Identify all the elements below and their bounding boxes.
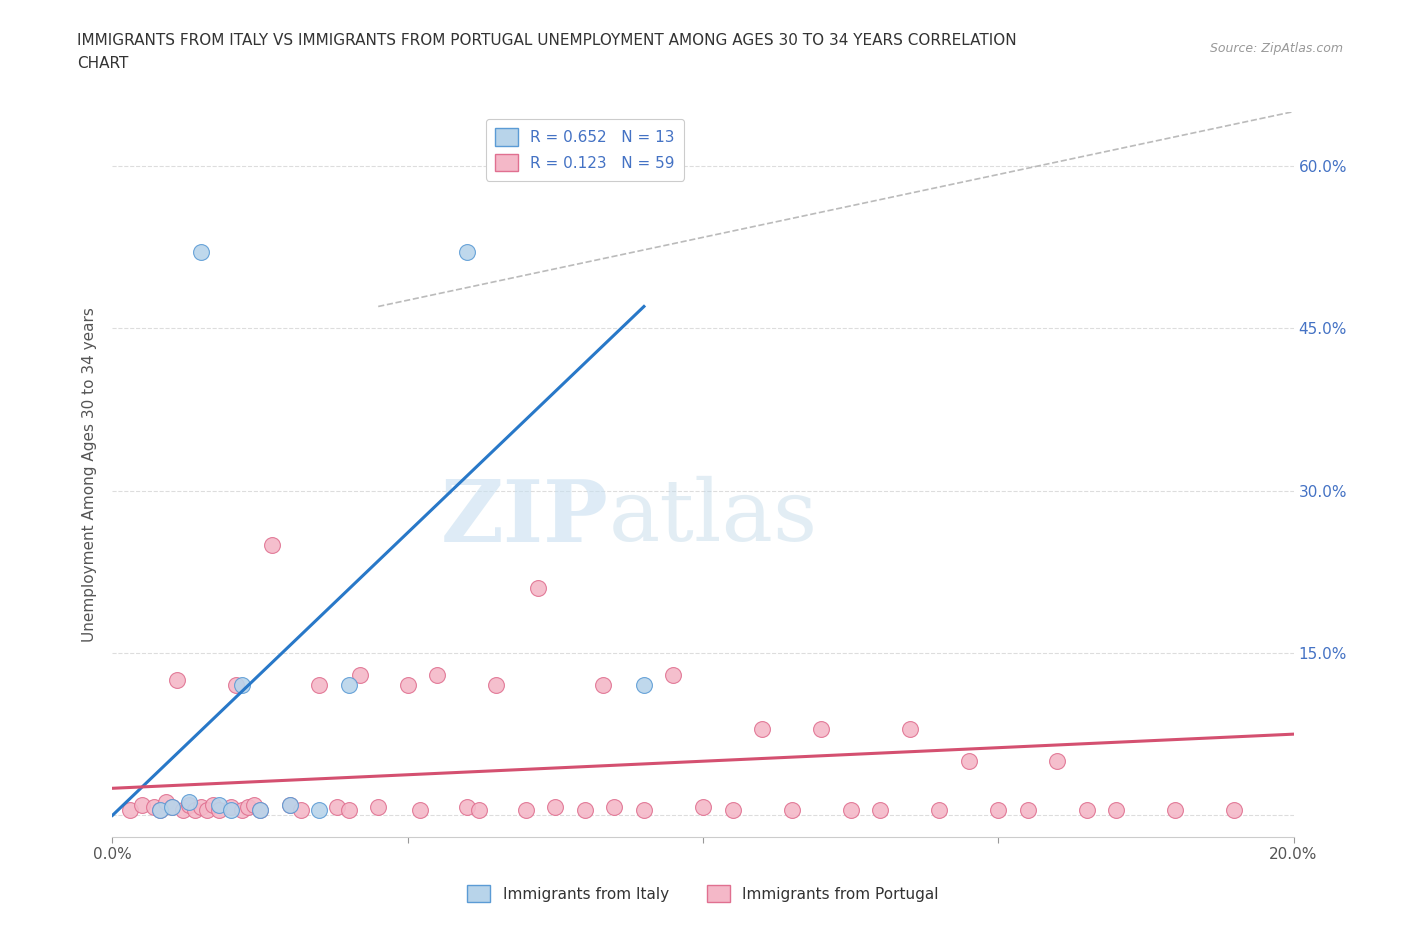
Point	[195, 803, 218, 817]
Point	[592, 678, 614, 693]
Point	[249, 803, 271, 817]
Point	[231, 678, 253, 693]
Point	[278, 797, 301, 812]
Point	[208, 803, 231, 817]
Point	[201, 797, 224, 812]
Point	[1046, 754, 1069, 769]
Point	[515, 803, 537, 817]
Point	[179, 795, 201, 810]
Point	[243, 797, 266, 812]
Point	[526, 580, 548, 595]
Point	[898, 722, 921, 737]
Legend: Immigrants from Italy, Immigrants from Portugal: Immigrants from Italy, Immigrants from P…	[461, 879, 945, 909]
Point	[1105, 803, 1128, 817]
Point	[172, 803, 194, 817]
Point	[184, 803, 207, 817]
Point	[349, 667, 371, 682]
Point	[225, 678, 247, 693]
Point	[278, 797, 301, 812]
Point	[160, 799, 183, 814]
Point	[179, 797, 201, 812]
Point	[751, 722, 773, 737]
Point	[1164, 803, 1187, 817]
Point	[957, 754, 980, 769]
Point	[1223, 803, 1246, 817]
Point	[574, 803, 596, 817]
Point	[238, 799, 260, 814]
Point	[544, 799, 567, 814]
Point	[155, 795, 177, 810]
Point	[408, 803, 430, 817]
Point	[467, 803, 489, 817]
Point	[603, 799, 626, 814]
Point	[249, 803, 271, 817]
Point	[160, 799, 183, 814]
Point	[231, 803, 253, 817]
Text: atlas: atlas	[609, 476, 818, 560]
Point	[987, 803, 1010, 817]
Point	[219, 799, 242, 814]
Text: ZIP: ZIP	[440, 476, 609, 560]
Text: Source: ZipAtlas.com: Source: ZipAtlas.com	[1209, 42, 1343, 55]
Point	[780, 803, 803, 817]
Point	[131, 797, 153, 812]
Point	[208, 797, 231, 812]
Point	[149, 803, 172, 817]
Point	[260, 538, 283, 552]
Point	[456, 799, 478, 814]
Point	[456, 245, 478, 259]
Y-axis label: Unemployment Among Ages 30 to 34 years: Unemployment Among Ages 30 to 34 years	[82, 307, 97, 642]
Point	[337, 678, 360, 693]
Point	[219, 803, 242, 817]
Legend: R = 0.652   N = 13, R = 0.123   N = 59: R = 0.652 N = 13, R = 0.123 N = 59	[486, 119, 683, 180]
Point	[1017, 803, 1039, 817]
Point	[308, 803, 330, 817]
Point	[166, 672, 188, 687]
Point	[810, 722, 832, 737]
Point	[367, 799, 389, 814]
Point	[633, 803, 655, 817]
Point	[633, 678, 655, 693]
Point	[839, 803, 862, 817]
Text: CHART: CHART	[77, 56, 129, 71]
Point	[396, 678, 419, 693]
Text: IMMIGRANTS FROM ITALY VS IMMIGRANTS FROM PORTUGAL UNEMPLOYMENT AMONG AGES 30 TO : IMMIGRANTS FROM ITALY VS IMMIGRANTS FROM…	[77, 33, 1017, 47]
Point	[190, 245, 212, 259]
Point	[337, 803, 360, 817]
Point	[869, 803, 891, 817]
Point	[308, 678, 330, 693]
Point	[326, 799, 349, 814]
Point	[142, 799, 165, 814]
Point	[149, 803, 172, 817]
Point	[290, 803, 312, 817]
Point	[426, 667, 449, 682]
Point	[662, 667, 685, 682]
Point	[120, 803, 142, 817]
Point	[692, 799, 714, 814]
Point	[1076, 803, 1098, 817]
Point	[190, 799, 212, 814]
Point	[721, 803, 744, 817]
Point	[928, 803, 950, 817]
Point	[485, 678, 508, 693]
